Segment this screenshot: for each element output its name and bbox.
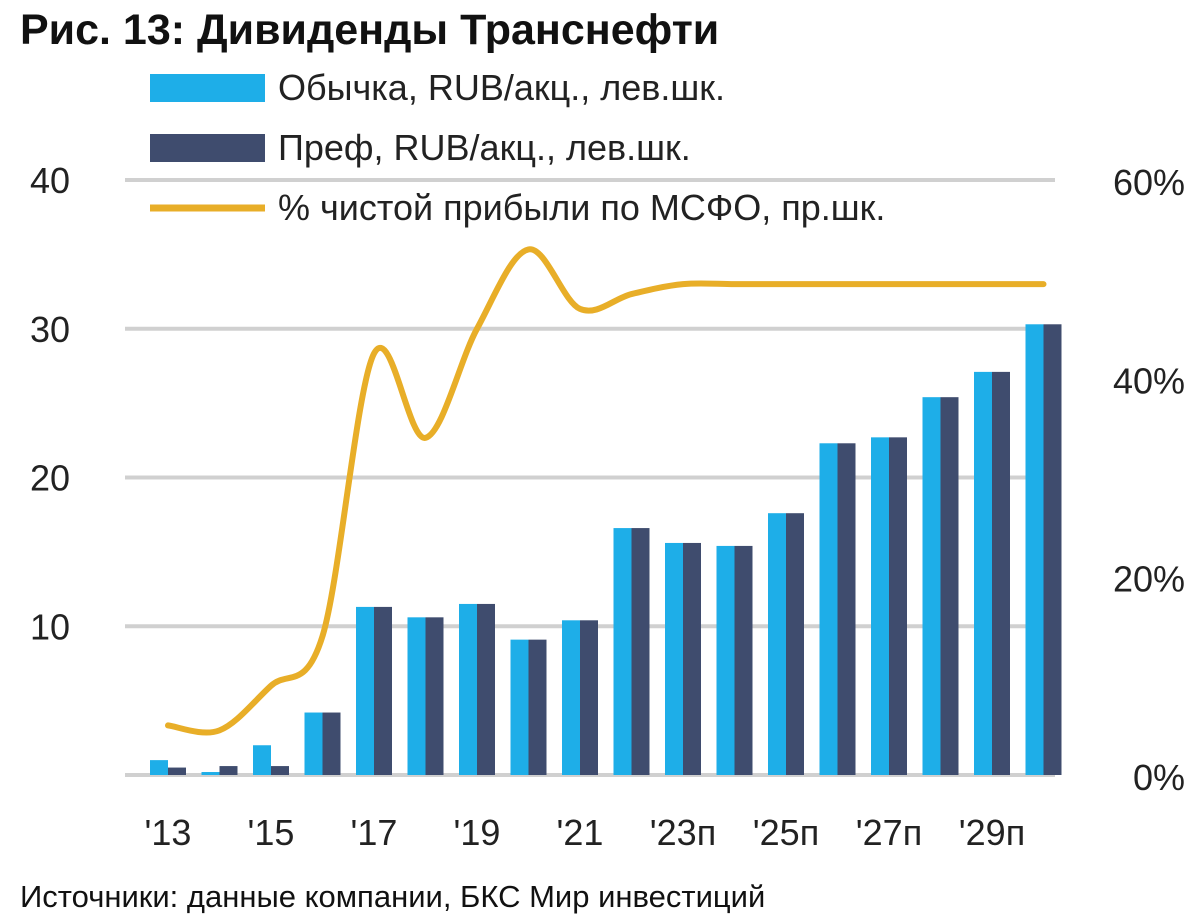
source-note: Источники: данные компании, БКС Мир инве…	[20, 879, 765, 914]
bar-preferred-2026п	[837, 443, 856, 775]
bar-preferred-2018	[425, 617, 444, 775]
legend-swatch	[150, 134, 265, 162]
bar-ordinary-2015	[253, 745, 271, 775]
y-left-tick-label: 40	[30, 160, 70, 201]
bar-ordinary-2023п	[665, 542, 683, 775]
y-left-tick-label: 30	[30, 309, 70, 350]
x-tick-label: '21	[557, 812, 604, 853]
legend: Обычка, RUB/акц., лев.шк. Преф, RUB/акц.,…	[150, 67, 885, 228]
y-right-tick-label: 40%	[1113, 360, 1185, 401]
bar-preferred-2027п	[889, 437, 907, 775]
bar-ordinary-2019	[459, 603, 477, 775]
x-tick-label: '29п	[959, 812, 1025, 853]
bar-preferred-2022	[631, 528, 650, 775]
x-tick-label: '25п	[753, 812, 819, 853]
bar-ordinary-2029п	[974, 371, 992, 775]
x-tick-label: '13	[145, 812, 192, 853]
bar-preferred-2016	[322, 712, 341, 775]
bar-preferred-2028п	[940, 397, 959, 775]
bar-preferred-2017	[374, 606, 392, 775]
axis-labels: 10 20 30 40 0% 20% 40% 60% '13 '15 '17 '19 '21 '23п '2…	[30, 160, 1185, 853]
legend-label: Преф, RUB/акц., лев.шк.	[278, 127, 691, 168]
bar-ordinary-2021	[562, 620, 580, 775]
bar-ordinary-2020	[510, 639, 529, 775]
bar-preferred-2025п	[786, 513, 804, 775]
bar-preferred-2021	[580, 620, 598, 775]
x-tick-label: '15	[248, 812, 295, 853]
y-left-tick-label: 10	[30, 606, 70, 647]
line-net-profit-share	[165, 246, 1047, 736]
bar-ordinary-2027п	[871, 437, 889, 775]
bar-ordinary-2028п	[922, 397, 941, 775]
bar-ordinary-2014	[201, 772, 220, 775]
x-tick-label: '27п	[856, 812, 922, 853]
bar-preferred-2013	[168, 767, 186, 775]
legend-label: Обычка, RUB/акц., лев.шк.	[278, 67, 725, 108]
bar-preferred-2014	[219, 766, 238, 775]
bar-preferred-2019	[477, 603, 495, 775]
bar-preferred-2029п	[992, 371, 1010, 775]
bar-ordinary-2022	[613, 528, 632, 775]
x-tick-label: '17	[351, 812, 398, 853]
legend-label: % чистой прибыли по МСФО, пр.шк.	[278, 187, 885, 228]
y-left-tick-label: 20	[30, 458, 70, 499]
chart-title: Рис. 13: Дивиденды Транснефти	[20, 6, 719, 54]
bar-ordinary-2024п	[716, 545, 735, 775]
y-right-tick-label: 0%	[1133, 757, 1185, 798]
bars-group	[150, 324, 1062, 775]
bar-preferred-2024п	[734, 545, 753, 775]
bar-ordinary-2017	[356, 606, 374, 775]
line-group	[165, 246, 1047, 736]
bar-ordinary-2013	[150, 760, 168, 775]
bar-preferred-2030п	[1043, 324, 1062, 775]
y-right-tick-label: 20%	[1113, 559, 1185, 600]
bar-ordinary-2030п	[1025, 324, 1044, 775]
bar-preferred-2023п	[683, 542, 701, 775]
y-right-tick-label: 60%	[1113, 162, 1185, 203]
bar-ordinary-2018	[407, 617, 426, 775]
bar-ordinary-2016	[304, 712, 323, 775]
bar-ordinary-2026п	[819, 443, 838, 775]
bar-ordinary-2025п	[768, 513, 786, 775]
x-tick-label: '19	[454, 812, 501, 853]
legend-swatch	[150, 74, 265, 102]
x-tick-label: '23п	[650, 812, 716, 853]
bar-preferred-2020	[528, 639, 547, 775]
bar-preferred-2015	[271, 766, 289, 775]
